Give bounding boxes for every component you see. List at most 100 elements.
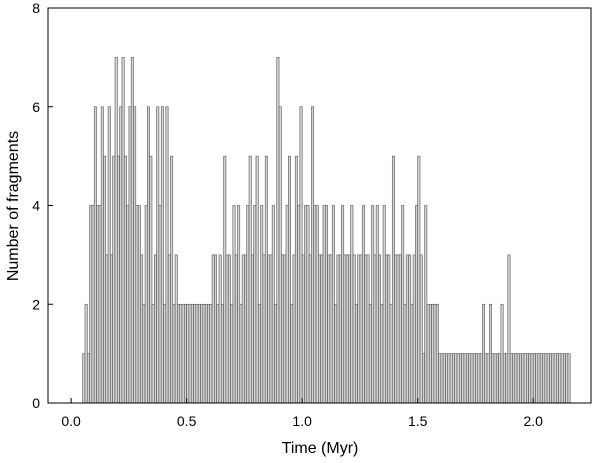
bar [322, 205, 326, 404]
bar [371, 205, 375, 404]
bar [151, 303, 155, 404]
bar [82, 353, 86, 404]
bar [255, 155, 259, 404]
bar [227, 254, 231, 404]
bar [165, 106, 169, 404]
bar [202, 303, 206, 404]
bar [133, 106, 137, 404]
bar [535, 353, 539, 404]
bar [449, 353, 453, 404]
bar [398, 254, 402, 404]
bar [197, 303, 201, 404]
bar [234, 254, 238, 404]
y-tick-label: 4 [32, 198, 40, 214]
bar [546, 353, 550, 404]
bar [181, 303, 185, 404]
bar [274, 303, 278, 404]
bar [276, 57, 280, 404]
bar [348, 254, 351, 404]
bar [107, 106, 111, 404]
bar [389, 303, 393, 404]
bar [262, 254, 266, 404]
bar [239, 303, 243, 404]
bar [306, 205, 310, 404]
bar [378, 254, 382, 404]
bar [149, 155, 153, 404]
bar [549, 353, 553, 404]
bar [177, 303, 181, 404]
bar [160, 106, 164, 404]
bar [324, 205, 328, 404]
bar [193, 303, 197, 404]
bar [502, 353, 506, 404]
bar [415, 205, 419, 404]
bar [251, 254, 254, 404]
bar [331, 205, 335, 404]
bar [380, 303, 384, 404]
x-tick-label: 2.0 [523, 413, 543, 429]
bar [350, 205, 354, 404]
bar [304, 205, 308, 404]
bar [512, 353, 516, 404]
bar [431, 303, 435, 404]
bar [401, 205, 405, 404]
bar [341, 205, 345, 404]
bar [297, 205, 301, 404]
bar [299, 106, 303, 404]
x-tick-label: 1.5 [408, 413, 428, 429]
bar [359, 254, 363, 404]
bar [433, 303, 437, 404]
bar [345, 254, 349, 404]
bar [89, 205, 93, 404]
bar [405, 254, 409, 404]
bar [110, 254, 113, 404]
bar [311, 106, 315, 404]
bar [375, 205, 379, 404]
bar [128, 106, 132, 404]
bar [91, 205, 95, 404]
bar [336, 254, 340, 404]
bar [408, 254, 412, 404]
bar [121, 57, 125, 404]
bar [562, 353, 566, 404]
bar [334, 303, 338, 404]
y-tick-label: 2 [32, 296, 40, 312]
bar [301, 254, 305, 404]
bar [403, 303, 407, 404]
bar [454, 353, 458, 404]
bar [278, 106, 282, 404]
bar [382, 205, 386, 404]
bar [285, 205, 289, 404]
bar [84, 303, 88, 404]
bar [223, 155, 227, 404]
bar [292, 254, 296, 404]
bar [253, 205, 257, 404]
bar [507, 254, 511, 404]
bar [112, 155, 116, 404]
bar [368, 303, 372, 404]
bar [218, 254, 222, 404]
bar [419, 254, 423, 404]
bar [479, 353, 483, 404]
bar [114, 57, 118, 404]
bar [516, 353, 520, 404]
bar [514, 353, 518, 404]
bar [244, 254, 248, 404]
bar [500, 303, 504, 404]
bar [186, 303, 190, 404]
bar [230, 303, 234, 404]
bar [396, 254, 400, 404]
bar [489, 303, 492, 404]
bar [260, 205, 264, 404]
bar [458, 353, 462, 404]
bar [553, 353, 557, 404]
bar [119, 106, 123, 404]
bar [410, 303, 414, 404]
bar [542, 353, 546, 404]
bar [318, 254, 321, 404]
bar [248, 155, 252, 404]
bar [163, 303, 167, 404]
y-tick-label: 8 [32, 0, 40, 16]
bar [137, 205, 141, 404]
bar [417, 155, 421, 404]
